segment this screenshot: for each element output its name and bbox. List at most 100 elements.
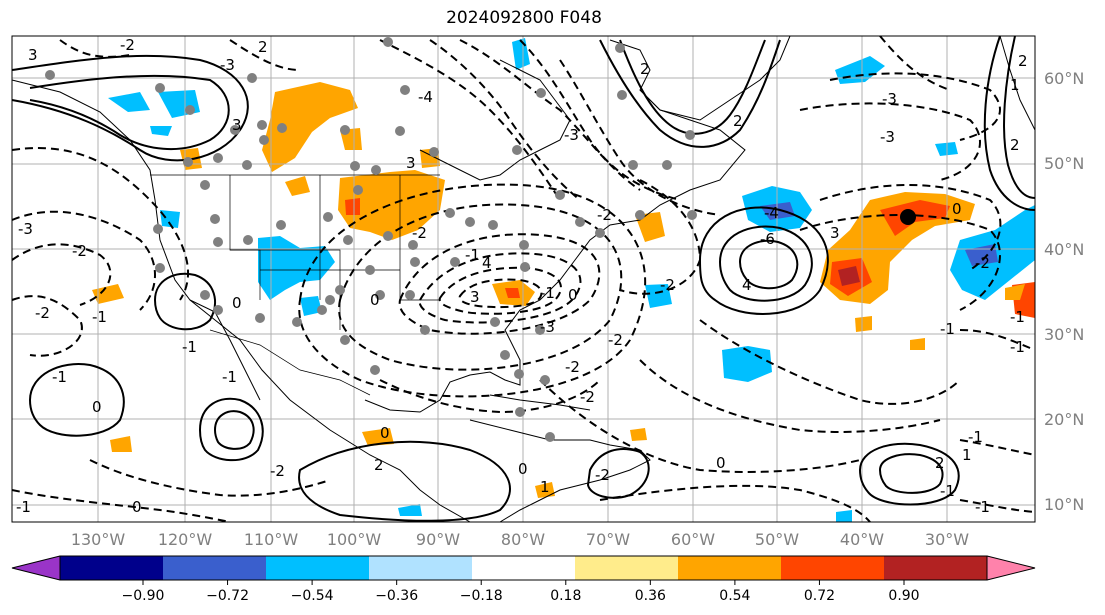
contour-label: -1 (52, 368, 67, 386)
colorbar: −0.90 −0.72 −0.54 −0.36 −0.18 0.18 0.36 0.54 0.7… (11, 555, 1036, 604)
contour-label: -1 (222, 368, 237, 386)
contour-label: -2 (72, 242, 87, 260)
contour-label: 1 (962, 446, 972, 464)
shaded-field (92, 38, 1035, 522)
lon-label: 90°W (416, 530, 460, 549)
contour-label: -2 (120, 36, 135, 54)
lon-label: 60°W (671, 530, 715, 549)
contour-label: -1 (16, 498, 31, 516)
contour-label: -1 (540, 284, 555, 302)
contour-label: 2 (374, 456, 384, 474)
colorbar-tick-label: −0.54 (291, 588, 334, 604)
contour-label: -1 (975, 498, 990, 516)
contour-label: -2 (580, 388, 595, 406)
contour-label: -6 (760, 230, 775, 248)
contour-label: -3 (880, 128, 895, 146)
lon-label: 70°W (586, 530, 630, 549)
contour-label: 0 (952, 200, 962, 218)
colorbar-tick-label: 0.36 (635, 588, 666, 604)
colorbar-tick-label: −0.36 (375, 588, 418, 604)
contour-label: -1 (940, 320, 955, 338)
lat-label: 10°N (1044, 495, 1084, 514)
contour-label: -2 (565, 358, 580, 376)
contour-label: -2 (412, 224, 427, 242)
lon-label: 40°W (840, 530, 884, 549)
colorbar-segment (472, 556, 576, 580)
lat-label: 50°N (1044, 154, 1084, 173)
contour-label: -1 (1010, 338, 1025, 356)
lon-label: 100°W (327, 530, 382, 549)
colorbar-tick-label: −0.72 (206, 588, 249, 604)
contour-label: 2 (640, 60, 650, 78)
colorbar-tick-label: −0.18 (460, 588, 503, 604)
colorbar-segment (678, 556, 782, 580)
contour-label: 0 (518, 460, 528, 478)
grey-markers (45, 37, 697, 442)
contour-label: -1 (92, 308, 107, 326)
negative-contours (11, 35, 1036, 523)
colorbar-segment (575, 556, 679, 580)
colorbar-segment (163, 556, 267, 580)
latitude-labels: 60°N 50°N 40°N 30°N 20°N 10°N (1044, 69, 1084, 514)
contour-label: -3 (882, 90, 897, 108)
contour-label: -1 (465, 246, 480, 264)
contour-label: -1 (940, 482, 955, 500)
contour-label: 3 (470, 288, 480, 306)
contour-label: -2 (660, 276, 675, 294)
lat-label: 30°N (1044, 325, 1084, 344)
contour-label: -4 (418, 88, 433, 106)
lat-label: 60°N (1044, 69, 1084, 88)
contour-label: -1 (968, 428, 983, 446)
colorbar-tick-label: 0.90 (888, 588, 919, 604)
colorbar-segment (884, 556, 988, 580)
contour-label: 3 (830, 224, 840, 242)
contour-label: 4 (742, 276, 752, 294)
contour-label: 4 (482, 254, 492, 272)
contour-label: 0 (92, 398, 102, 416)
colorbar-segment (266, 556, 370, 580)
contour-label: -2 (35, 304, 50, 322)
contour-label: -4 (764, 204, 779, 222)
contour-label: 2 (733, 112, 743, 130)
colorbar-segment (369, 556, 473, 580)
contour-label: 2 (1010, 136, 1020, 154)
positive-contours (11, 35, 1036, 522)
contour-label: -3 (564, 126, 579, 144)
contour-label: 0 (568, 286, 578, 304)
contour-label: 3 (406, 154, 416, 172)
contour-labels: 3 -2 2 -3 -4 3 3 -3 1 2 -3 -2 -2 -1 -2 -… (16, 36, 1028, 516)
contour-label: 0 (716, 454, 726, 472)
contour-label: -1 (1010, 308, 1025, 326)
contour-label: -2 (270, 462, 285, 480)
contour-label: 2 (258, 38, 268, 56)
lon-label: 50°W (755, 530, 799, 549)
black-marker (900, 209, 916, 225)
lon-label: 30°W (925, 530, 969, 549)
contour-label: -3 (18, 220, 33, 238)
lon-label: 80°W (501, 530, 545, 549)
lat-label: 20°N (1044, 410, 1084, 429)
colorbar-extend-low (12, 556, 60, 580)
colorbar-extend-high (987, 556, 1035, 580)
longitude-labels: 130°W 120°W 110°W 100°W 90°W 80°W 70°W 6… (71, 530, 969, 549)
map-frame (11, 35, 1036, 523)
colorbar-segment (781, 556, 885, 580)
contour-label: -2 (608, 331, 623, 349)
lon-label: 130°W (71, 530, 126, 549)
contour-label: 0 (380, 424, 390, 442)
contour-label: -1 (182, 338, 197, 356)
contour-label: -2 (595, 466, 610, 484)
contour-label: 3 (232, 116, 242, 134)
contour-label: -3 (540, 318, 555, 336)
contour-label: 2 (1018, 52, 1028, 70)
lon-label: 110°W (244, 530, 299, 549)
lon-label: 120°W (158, 530, 213, 549)
lat-label: 40°N (1044, 240, 1084, 259)
contour-label: 0 (232, 294, 242, 312)
contour-label: 1 (540, 478, 550, 496)
colorbar-tick-label: 0.54 (719, 588, 750, 604)
contour-label: -3 (220, 56, 235, 74)
map-title: 2024092800 F048 (446, 8, 602, 28)
contour-label: 1 (1010, 76, 1020, 94)
